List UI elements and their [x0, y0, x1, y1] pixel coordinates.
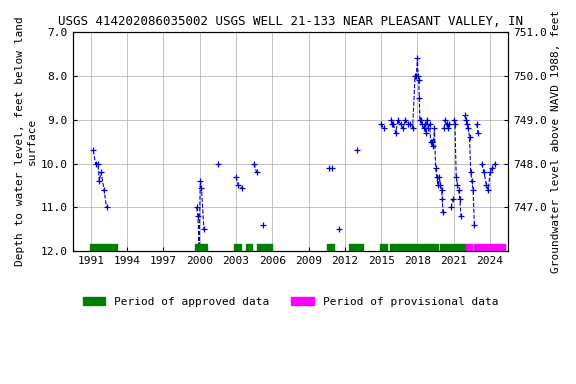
Y-axis label: Depth to water level, feet below land
surface: Depth to water level, feet below land su… [15, 17, 37, 266]
Y-axis label: Groundwater level above NAVD 1988, feet: Groundwater level above NAVD 1988, feet [551, 10, 561, 273]
Title: USGS 414202086035002 USGS WELL 21-133 NEAR PLEASANT VALLEY, IN: USGS 414202086035002 USGS WELL 21-133 NE… [58, 15, 523, 28]
Legend: Period of approved data, Period of provisional data: Period of approved data, Period of provi… [78, 293, 502, 311]
